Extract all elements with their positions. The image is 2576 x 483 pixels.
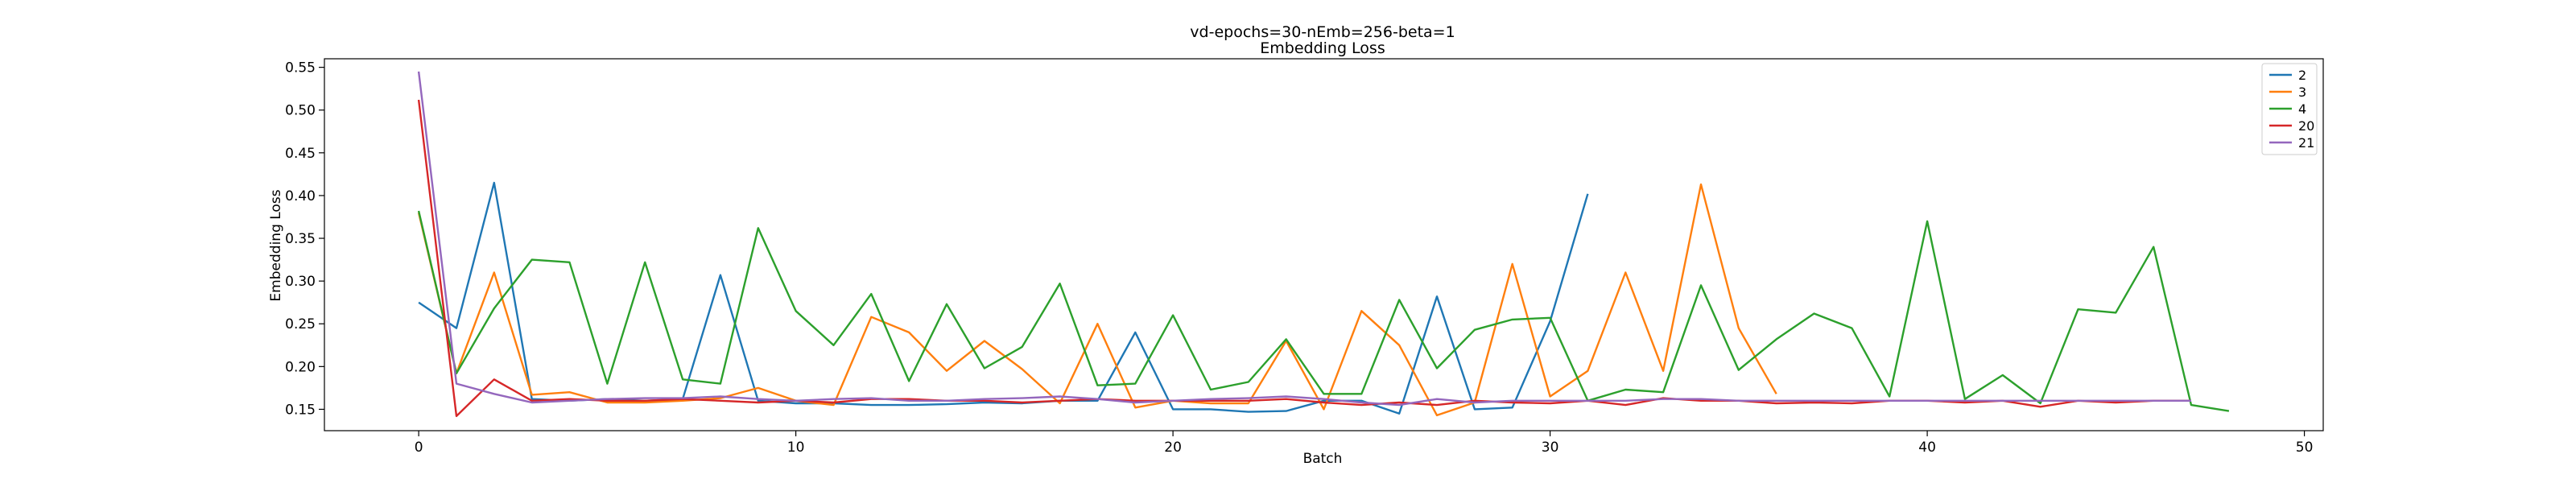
x-axis-label: Batch bbox=[1303, 451, 1343, 467]
chart-subtitle: Embedding Loss bbox=[1260, 39, 1385, 57]
series-line-3 bbox=[417, 183, 1777, 417]
x-tick-label: 30 bbox=[1542, 440, 1559, 456]
legend-label-3: 3 bbox=[2298, 85, 2306, 100]
y-tick-label: 0.55 bbox=[285, 60, 316, 76]
chart-title: vd-epochs=30-nEmb=256-beta=1 bbox=[1190, 23, 1455, 41]
y-tick-label: 0.50 bbox=[285, 103, 316, 119]
y-tick-label: 0.40 bbox=[285, 188, 316, 204]
y-axis-label: Embedding Loss bbox=[268, 189, 284, 301]
y-tick-label: 0.35 bbox=[285, 231, 316, 247]
y-tick-label: 0.30 bbox=[285, 274, 316, 290]
series-line-21 bbox=[417, 71, 2191, 407]
legend-label-4: 4 bbox=[2298, 101, 2306, 117]
legend-label-21: 21 bbox=[2298, 135, 2314, 151]
x-tick-label: 40 bbox=[1918, 440, 1936, 456]
plot-area bbox=[324, 58, 2324, 431]
x-tick-label: 20 bbox=[1164, 440, 1182, 456]
y-tick-label: 0.20 bbox=[285, 359, 316, 375]
axis-ticks: 0 10 20 30 40 50 0.15 0.20 0.25 0.30 0.35 0.40 0.45 0… bbox=[285, 60, 2313, 456]
legend-label-20: 20 bbox=[2298, 118, 2314, 134]
y-tick-label: 0.45 bbox=[285, 146, 316, 162]
x-tick-label: 10 bbox=[787, 440, 805, 456]
legend-label-2: 2 bbox=[2298, 68, 2306, 83]
axes-frame bbox=[324, 58, 2324, 431]
series-line-20 bbox=[417, 99, 2191, 418]
x-tick-label: 50 bbox=[2296, 440, 2314, 456]
series-line-2 bbox=[418, 181, 1589, 415]
x-tick-label: 0 bbox=[415, 440, 423, 456]
y-tick-label: 0.25 bbox=[285, 316, 316, 332]
y-tick-label: 0.15 bbox=[285, 402, 316, 418]
series-line-4 bbox=[417, 210, 2230, 412]
